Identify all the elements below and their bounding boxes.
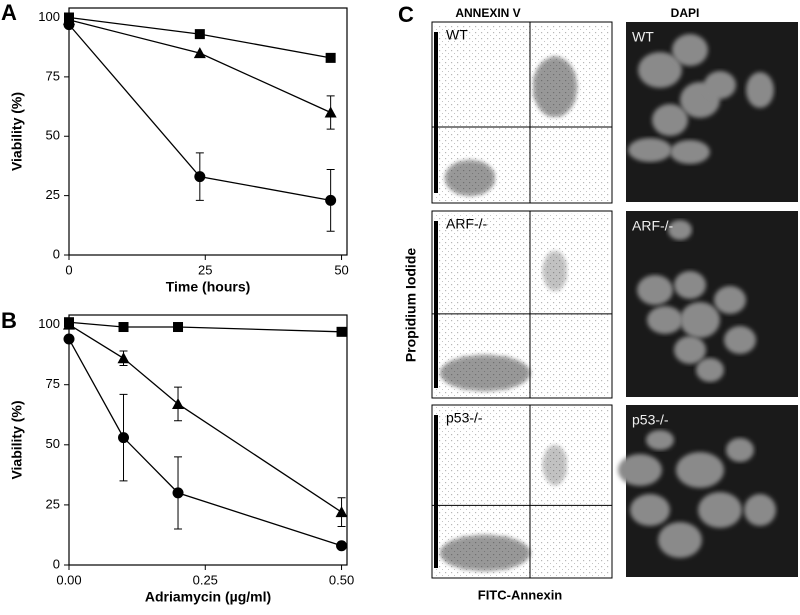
- flow-axis-cluster: [434, 32, 438, 193]
- nucleus: [638, 52, 682, 88]
- marker-square: [325, 52, 336, 63]
- row-label: WT: [446, 27, 468, 43]
- marker-square: [173, 322, 184, 333]
- panel-letter: A: [1, 0, 17, 25]
- nucleus: [680, 302, 720, 338]
- marker-circle: [336, 540, 348, 552]
- flow-cluster: [533, 57, 577, 117]
- nucleus: [704, 71, 736, 99]
- nucleus: [630, 494, 670, 526]
- flow-cluster: [440, 535, 530, 571]
- x-tick-label: 0: [65, 262, 72, 277]
- nucleus: [652, 104, 688, 136]
- plot-frame: [68, 314, 348, 566]
- nucleus: [647, 306, 683, 334]
- marker-triangle: [117, 352, 130, 364]
- nucleus: [698, 492, 742, 528]
- marker-circle: [325, 194, 337, 206]
- marker-triangle: [63, 318, 75, 330]
- row-label: ARF-/-: [446, 216, 488, 232]
- flow-cluster: [543, 445, 567, 485]
- micrograph: [626, 405, 798, 577]
- y-tick-label: 75: [46, 376, 60, 391]
- nucleus: [668, 220, 692, 240]
- nucleus: [670, 140, 710, 164]
- y-tick-label: 100: [38, 9, 60, 24]
- marker-circle: [172, 487, 184, 499]
- panel-letter: C: [398, 2, 414, 27]
- y-axis-label: Viability (%): [9, 400, 25, 479]
- nucleus: [674, 336, 706, 364]
- nucleus: [618, 454, 662, 486]
- row-label: p53-/-: [446, 410, 483, 426]
- series-line: [68, 324, 342, 513]
- x-axis-label: Time (hours): [166, 279, 251, 295]
- plot-frame: [68, 7, 348, 256]
- nucleus: [674, 271, 706, 299]
- y-tick-label: 25: [46, 187, 60, 202]
- marker-triangle: [335, 506, 348, 518]
- y-axis-label: Viability (%): [9, 92, 25, 171]
- x-tick-label: 0.00: [56, 572, 81, 587]
- x-axis-label: FITC-Annexin: [478, 587, 563, 602]
- nucleus: [714, 286, 746, 314]
- y-tick-label: 0: [53, 556, 60, 571]
- flow-cluster: [543, 251, 567, 291]
- flow-cluster: [440, 355, 530, 391]
- y-tick-label: 75: [46, 68, 60, 83]
- x-tick-label: 0.50: [329, 572, 354, 587]
- flow-axis-cluster: [434, 221, 438, 388]
- nucleus: [672, 34, 708, 66]
- series-line: [68, 338, 342, 547]
- marker-triangle: [193, 47, 206, 59]
- y-tick-label: 0: [53, 246, 60, 261]
- row-label: ARF-/-: [632, 218, 674, 234]
- x-axis-label: Adriamycin (µg/ml): [145, 589, 271, 605]
- marker-triangle: [172, 397, 185, 409]
- nucleus: [746, 72, 774, 108]
- y-tick-label: 50: [46, 128, 60, 143]
- panel-c: C ANNEXIN V DAPI Propidium Iodide FITC-A…: [398, 2, 798, 602]
- marker-square: [336, 326, 347, 337]
- panel-letter: B: [1, 308, 17, 333]
- series-line: [68, 321, 342, 333]
- marker-circle: [194, 171, 206, 183]
- nucleus: [726, 438, 754, 462]
- flow-axis-cluster: [434, 415, 438, 568]
- nucleus: [744, 494, 776, 526]
- flow-cluster: [445, 160, 495, 196]
- row-label: WT: [632, 29, 654, 45]
- nucleus: [646, 430, 674, 450]
- x-tick-label: 25: [198, 262, 212, 277]
- marker-triangle: [324, 106, 337, 118]
- column-header: DAPI: [671, 6, 700, 20]
- x-tick-label: 50: [334, 262, 348, 277]
- row-label: p53-/-: [632, 412, 669, 428]
- y-tick-label: 100: [38, 316, 60, 331]
- nucleus: [696, 358, 724, 382]
- marker-circle: [63, 19, 75, 31]
- nucleus: [628, 138, 672, 162]
- marker-square: [118, 322, 129, 333]
- y-axis-label: Propidium Iodide: [403, 248, 419, 363]
- y-tick-label: 50: [46, 436, 60, 451]
- nucleus: [658, 522, 702, 558]
- nucleus: [676, 452, 724, 488]
- x-tick-label: 0.25: [193, 572, 218, 587]
- nucleus: [724, 326, 756, 354]
- nucleus: [637, 275, 673, 305]
- marker-square: [194, 29, 205, 40]
- y-tick-label: 25: [46, 496, 60, 511]
- column-header: ANNEXIN V: [455, 6, 520, 20]
- marker-circle: [118, 432, 130, 444]
- marker-circle: [63, 333, 75, 345]
